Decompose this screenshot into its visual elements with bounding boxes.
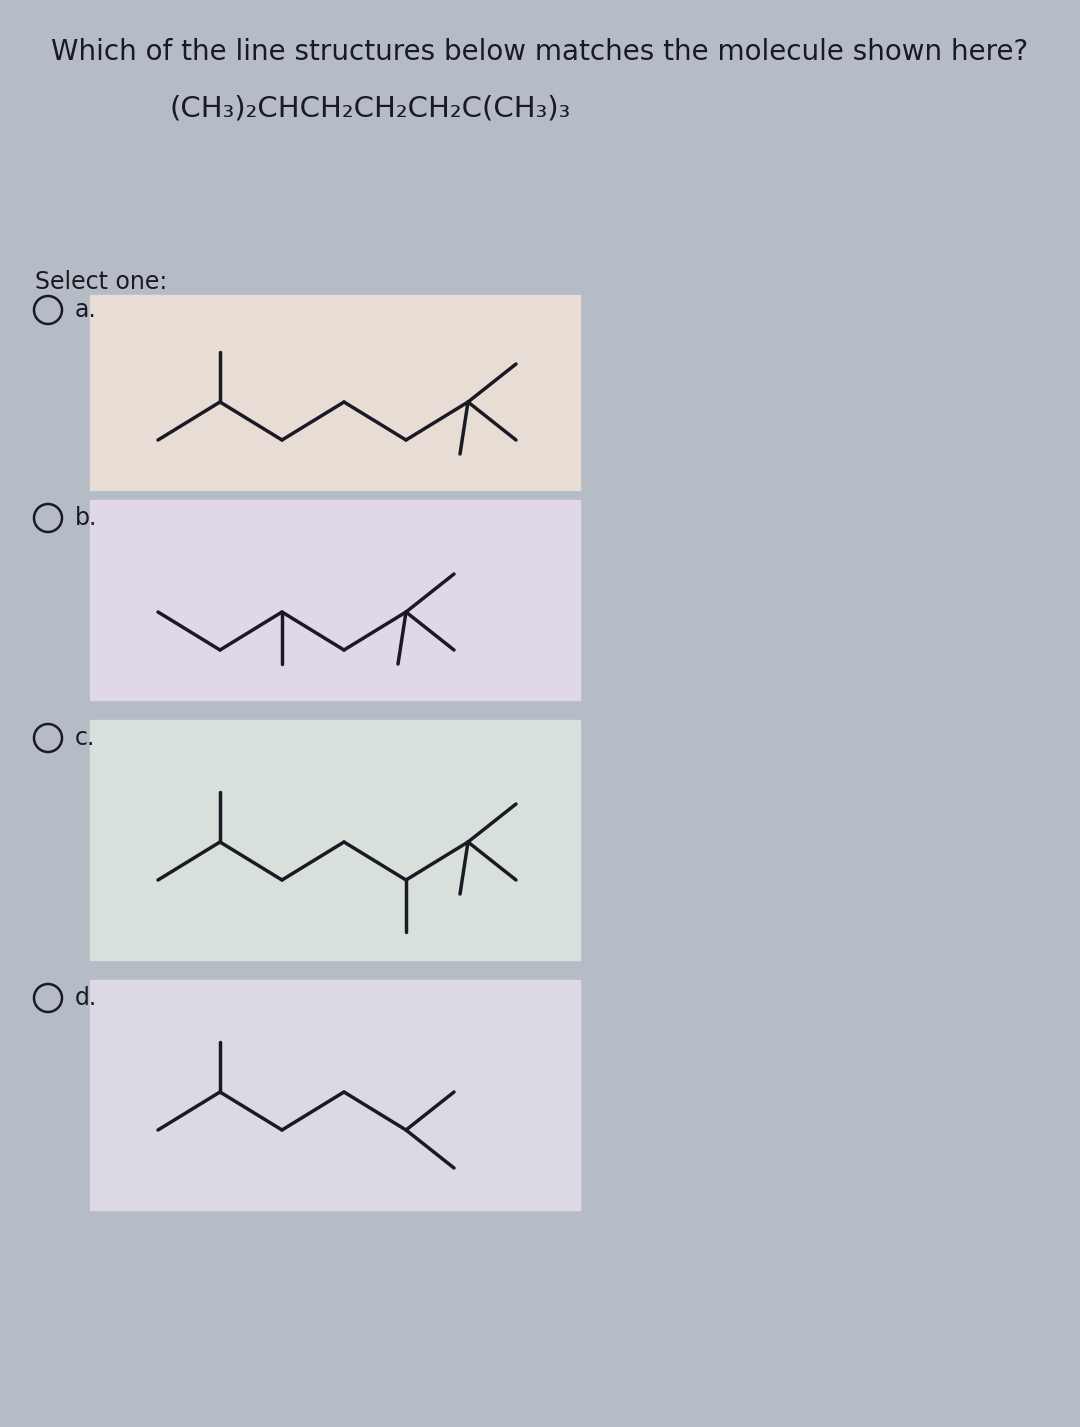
Bar	[90, 721, 580, 960]
Bar	[90, 499, 580, 701]
Text: Which of the line structures below matches the molecule shown here?: Which of the line structures below match…	[52, 39, 1028, 66]
Text: c.: c.	[75, 726, 95, 751]
Text: (CH₃)₂CHCH₂CH₂CH₂C(CH₃)₃: (CH₃)₂CHCH₂CH₂CH₂C(CH₃)₃	[170, 96, 570, 123]
Text: Select one:: Select one:	[35, 270, 167, 294]
Text: d.: d.	[75, 986, 97, 1010]
Text: a.: a.	[75, 298, 97, 323]
Bar	[90, 295, 580, 489]
Bar	[90, 980, 580, 1210]
Text: b.: b.	[75, 507, 97, 529]
